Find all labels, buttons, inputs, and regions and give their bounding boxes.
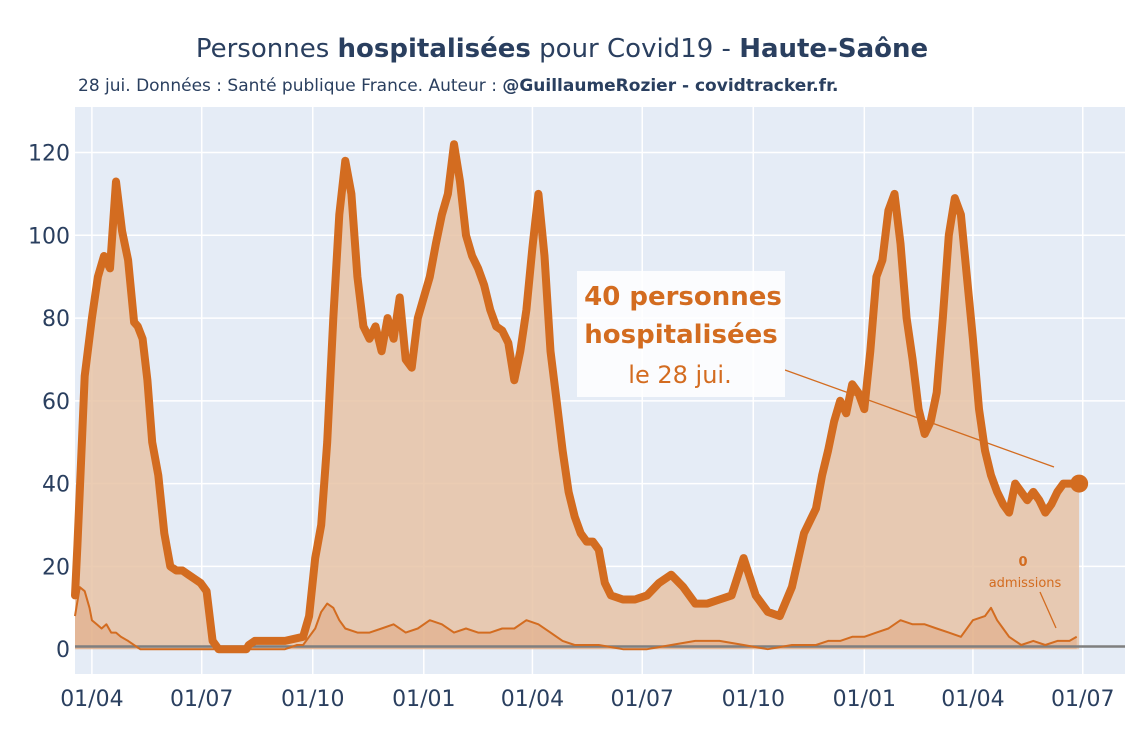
y-tick-label: 40 bbox=[42, 473, 70, 498]
x-tick-label: 01/01 bbox=[833, 687, 896, 712]
admissions-value: 0 bbox=[1018, 555, 1027, 570]
x-tick-label: 01/07 bbox=[170, 687, 233, 712]
subtitle-author: @GuillaumeRozier - covidtracker.fr. bbox=[502, 76, 838, 96]
annotation-arrow bbox=[784, 369, 1055, 468]
x-tick-label: 01/10 bbox=[281, 687, 344, 712]
y-tick-label: 60 bbox=[42, 390, 70, 415]
y-tick-label: 100 bbox=[28, 224, 70, 249]
x-tick-label: 01/07 bbox=[1051, 687, 1114, 712]
title-bold-hospitalisees: hospitalisées bbox=[338, 34, 531, 64]
last-value-marker bbox=[1070, 474, 1089, 493]
subtitle-plain: 28 jui. Données : Santé publique France.… bbox=[78, 76, 502, 96]
y-tick-label: 20 bbox=[42, 555, 70, 580]
area-layer bbox=[75, 144, 1080, 650]
chart-subtitle: 28 jui. Données : Santé publique France.… bbox=[78, 76, 839, 96]
hospitalisees-area bbox=[75, 144, 1080, 650]
annotation-box bbox=[577, 271, 785, 397]
y-tick-label: 0 bbox=[56, 638, 70, 663]
admissions-label: admissions bbox=[989, 576, 1062, 591]
annotation-line-3: le 28 jui. bbox=[628, 361, 731, 389]
x-tick-label: 01/04 bbox=[60, 687, 123, 712]
y-tick-label: 80 bbox=[42, 307, 70, 332]
x-axis-ticks: 01/04 01/07 01/10 01/01 01/04 01/07 01/10 01/01… bbox=[60, 687, 1114, 712]
chart-title: Personnes hospitalisées pour Covid19 - H… bbox=[196, 34, 928, 64]
x-tick-label: 01/07 bbox=[611, 687, 674, 712]
admissions-arrow bbox=[1039, 591, 1057, 629]
x-tick-label: 01/01 bbox=[392, 687, 455, 712]
title-middle: pour Covid19 - bbox=[531, 34, 739, 64]
title-bold-region: Haute-Saône bbox=[739, 34, 928, 64]
x-tick-label: 01/04 bbox=[501, 687, 564, 712]
annotation-line-1: 40 personnes bbox=[584, 282, 782, 312]
title-prefix: Personnes bbox=[196, 34, 338, 64]
admissions-line bbox=[74, 586, 1078, 651]
x-tick-label: 01/10 bbox=[722, 687, 785, 712]
admissions-area bbox=[75, 587, 1077, 650]
line-layer bbox=[71, 140, 1089, 654]
x-tick-label: 01/04 bbox=[941, 687, 1004, 712]
y-tick-label: 120 bbox=[28, 142, 70, 167]
y-axis-ticks: 0 20 40 60 80 100 120 bbox=[28, 142, 70, 664]
hospitalisees-line bbox=[71, 140, 1084, 654]
annotation-line-2: hospitalisées bbox=[584, 320, 777, 350]
